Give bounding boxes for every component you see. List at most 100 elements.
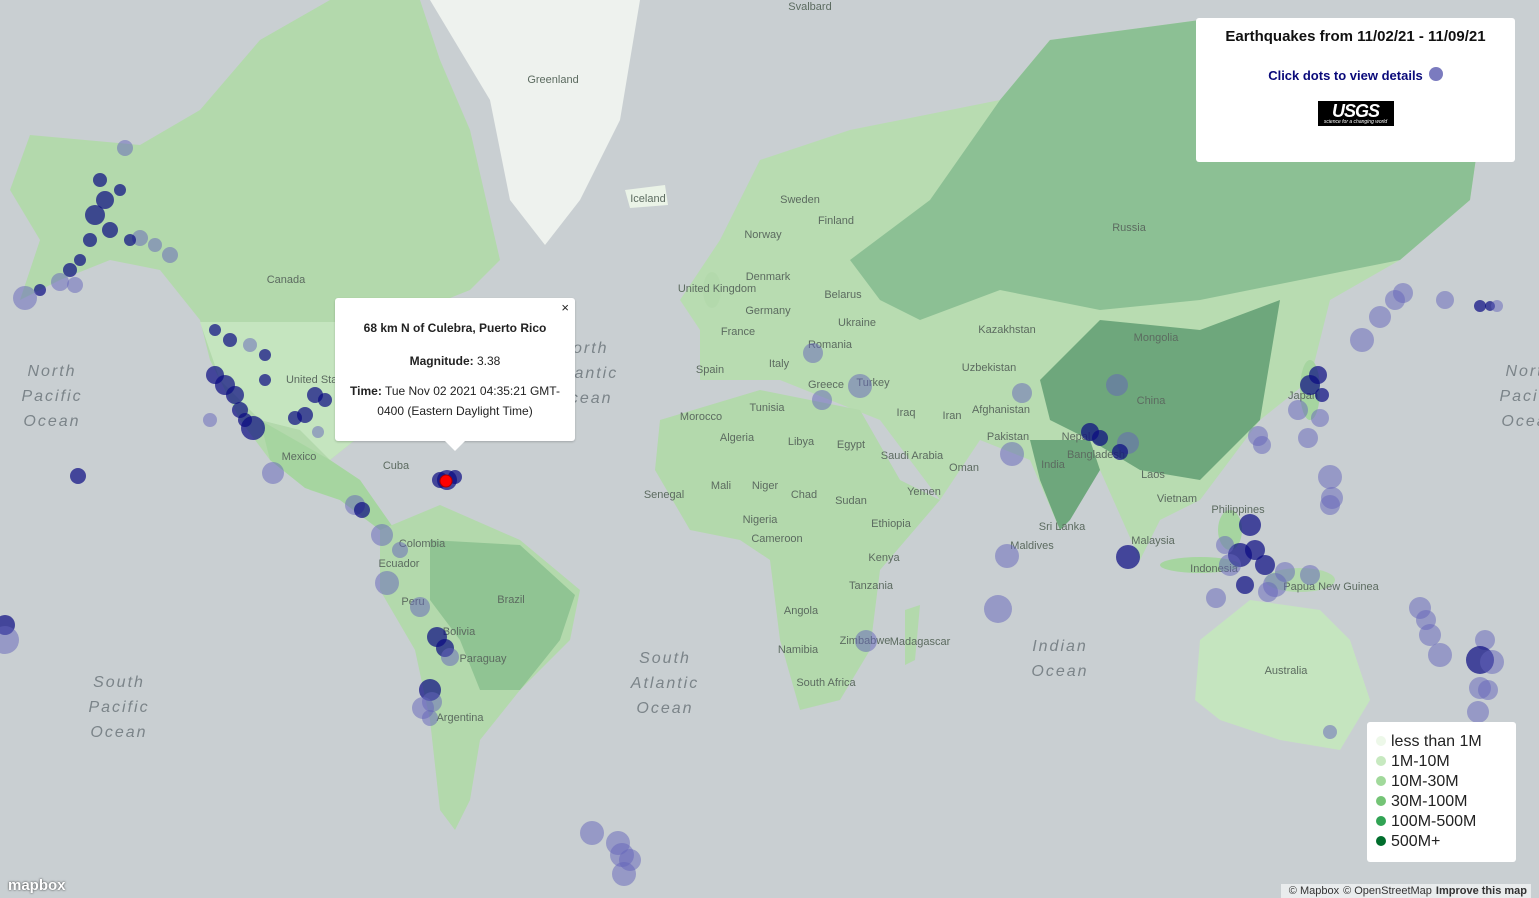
earthquake-dot[interactable]: [812, 390, 832, 410]
earthquake-dot[interactable]: [114, 184, 126, 196]
earthquake-dot[interactable]: [422, 710, 438, 726]
earthquake-dot[interactable]: [243, 338, 257, 352]
earthquake-dot[interactable]: [85, 205, 105, 225]
earthquake-dot[interactable]: [1255, 555, 1275, 575]
earthquake-dot[interactable]: [984, 595, 1012, 623]
country-label: Sri Lanka: [1039, 521, 1086, 533]
usgs-logo[interactable]: USGS science for a changing world: [1317, 101, 1394, 126]
earthquake-dot[interactable]: [855, 630, 877, 652]
earthquake-dot[interactable]: [1475, 630, 1495, 650]
earthquake-dot[interactable]: [102, 222, 118, 238]
earthquake-dot[interactable]: [74, 254, 86, 266]
attribution-link[interactable]: Improve this map: [1435, 885, 1527, 897]
earthquake-dot[interactable]: [1288, 400, 1308, 420]
earthquake-dot[interactable]: [1116, 545, 1140, 569]
mapbox-logo[interactable]: mapbox: [8, 877, 66, 894]
earthquake-dot[interactable]: [1369, 306, 1391, 328]
earthquake-dot[interactable]: [1236, 576, 1254, 594]
earthquake-dot[interactable]: [262, 462, 284, 484]
earthquake-dot[interactable]: [70, 468, 86, 484]
earthquake-dot[interactable]: [1393, 283, 1413, 303]
earthquake-dot[interactable]: [612, 862, 636, 886]
earthquake-dot[interactable]: [848, 374, 872, 398]
earthquake-dot[interactable]: [1092, 430, 1108, 446]
earthquake-dot[interactable]: [203, 413, 217, 427]
ocean-labels: NorthPacificOceanNorthAtlanticOceanSouth…: [21, 340, 1539, 741]
earthquake-dot[interactable]: [803, 343, 823, 363]
earthquake-dot[interactable]: [1000, 442, 1024, 466]
earthquake-dot[interactable]: [1318, 465, 1342, 489]
earthquake-dot[interactable]: [318, 393, 332, 407]
country-label: Greece: [808, 379, 844, 391]
earthquake-markers[interactable]: [0, 140, 1504, 886]
earthquake-dot[interactable]: [410, 597, 430, 617]
ocean-label-line: South: [93, 674, 145, 691]
country-label: Canada: [267, 274, 306, 286]
earthquake-dot[interactable]: [226, 386, 244, 404]
magnitude: Magnitude: 3.38: [347, 351, 563, 371]
earthquake-dot[interactable]: [392, 542, 408, 558]
earthquake-dot[interactable]: [1219, 554, 1241, 576]
attribution-link[interactable]: © Mapbox: [1288, 885, 1340, 897]
earthquake-dot[interactable]: [371, 524, 393, 546]
earthquake-dot[interactable]: [1311, 409, 1329, 427]
earthquake-dot[interactable]: [297, 407, 313, 423]
earthquake-dot[interactable]: [209, 324, 221, 336]
earthquake-dot[interactable]: [995, 544, 1019, 568]
earthquake-dot[interactable]: [1245, 540, 1265, 560]
earthquake-dot[interactable]: [148, 238, 162, 252]
earthquake-dot[interactable]: [259, 374, 271, 386]
earthquake-dot[interactable]: [124, 234, 136, 246]
earthquake-dot[interactable]: [1258, 582, 1278, 602]
earthquake-dot[interactable]: [1106, 374, 1128, 396]
country-label: Germany: [745, 305, 791, 317]
earthquake-dot[interactable]: [96, 191, 114, 209]
earthquake-dot[interactable]: [93, 173, 107, 187]
earthquake-dot[interactable]: [1216, 536, 1234, 554]
earthquake-dot[interactable]: [1478, 680, 1498, 700]
earthquake-dot[interactable]: [312, 426, 324, 438]
earthquake-dot[interactable]: [1112, 444, 1128, 460]
earthquake-dot[interactable]: [83, 233, 97, 247]
earthquake-dot[interactable]: [0, 626, 19, 654]
earthquake-dot[interactable]: [441, 648, 459, 666]
earthquake-dot[interactable]: [1467, 701, 1489, 723]
attribution-link[interactable]: © OpenStreetMap: [1343, 885, 1432, 897]
earthquake-dot[interactable]: [1300, 375, 1320, 395]
earthquake-dot[interactable]: [354, 502, 370, 518]
earthquake-dot[interactable]: [1350, 328, 1374, 352]
earthquake-dot[interactable]: [1320, 495, 1340, 515]
earthquake-dot[interactable]: [1239, 514, 1261, 536]
earthquake-dot[interactable]: [162, 247, 178, 263]
earthquake-dot[interactable]: [1275, 562, 1295, 582]
legend-item: 10M-30M: [1367, 772, 1516, 792]
earthquake-dot[interactable]: [1436, 291, 1454, 309]
earthquake-dot[interactable]: [63, 263, 77, 277]
earthquake-dot[interactable]: [132, 230, 148, 246]
earthquake-dot[interactable]: [1428, 643, 1452, 667]
legend-label: 30M-100M: [1391, 793, 1468, 810]
earthquake-dot[interactable]: [259, 349, 271, 361]
earthquake-dot[interactable]: [1315, 388, 1329, 402]
earthquake-dot[interactable]: [67, 277, 83, 293]
earthquake-dot[interactable]: [1300, 565, 1320, 585]
earthquake-dot[interactable]: [580, 821, 604, 845]
earthquake-dot[interactable]: [1298, 428, 1318, 448]
earthquake-dot[interactable]: [34, 284, 46, 296]
earthquake-dot[interactable]: [1474, 300, 1486, 312]
earthquake-dot[interactable]: [1253, 436, 1271, 454]
earthquake-dot[interactable]: [375, 571, 399, 595]
earthquake-dot[interactable]: [117, 140, 133, 156]
earthquake-dot[interactable]: [13, 286, 37, 310]
earthquake-dot[interactable]: [1012, 383, 1032, 403]
earthquake-dot[interactable]: [51, 273, 69, 291]
earthquake-dot[interactable]: [1491, 300, 1503, 312]
earthquake-dot[interactable]: [223, 333, 237, 347]
earthquake-dot[interactable]: [241, 416, 265, 440]
selected-earthquake[interactable]: [439, 474, 453, 488]
earthquake-dot[interactable]: [1206, 588, 1226, 608]
earthquake-dot[interactable]: [1419, 624, 1441, 646]
earthquake-dot[interactable]: [1323, 725, 1337, 739]
earthquake-dot[interactable]: [1480, 650, 1504, 674]
close-button[interactable]: ×: [561, 300, 569, 315]
